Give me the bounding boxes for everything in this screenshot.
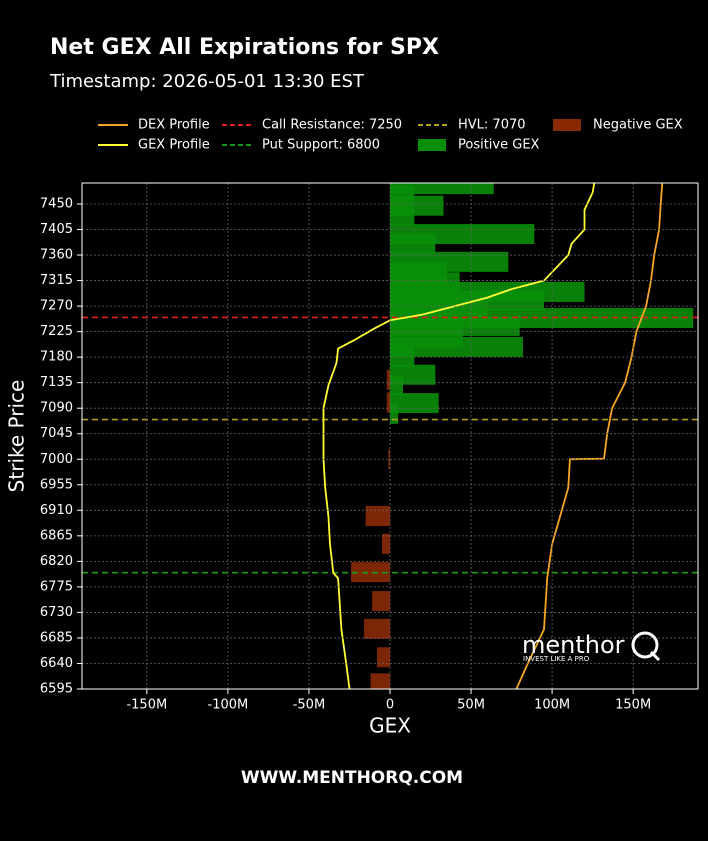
y-tick-label: 6595 — [40, 682, 73, 697]
legend-label: Put Support: 6800 — [262, 138, 380, 153]
chart-title: Net GEX All Expirations for SPX — [50, 35, 439, 60]
y-tick-label: 7135 — [40, 375, 73, 390]
y-tick-label: 7045 — [40, 426, 73, 441]
x-tick-label: 0 — [386, 698, 394, 713]
x-tick-label: 150M — [615, 698, 651, 713]
y-tick-label: 7270 — [40, 299, 73, 314]
legend-label: GEX Profile — [138, 138, 210, 153]
y-tick-label: 6730 — [40, 605, 73, 620]
y-tick-label: 6640 — [40, 656, 73, 671]
footer: WWW.MENTHORQ.COM — [241, 768, 463, 788]
y-tick-label: 7180 — [40, 350, 73, 365]
x-tick-label: -150M — [126, 698, 167, 713]
y-tick-label: 6820 — [40, 554, 73, 569]
logo-icon — [631, 631, 659, 659]
bar — [390, 375, 403, 396]
plot — [82, 183, 698, 689]
y-tick-label: 7000 — [40, 452, 73, 467]
y-tick-label: 6685 — [40, 630, 73, 645]
profile-line — [515, 183, 664, 689]
bar — [381, 533, 390, 554]
x-tick-label: 100M — [534, 698, 570, 713]
bar — [390, 233, 436, 254]
bar — [365, 505, 390, 526]
legend-label: HVL: 7070 — [458, 118, 526, 133]
y-tick-label: 7450 — [40, 196, 73, 211]
y-tick-label: 6955 — [40, 477, 73, 492]
logo-tagline: INVEST LIKE A PRO — [523, 655, 590, 663]
bar — [370, 673, 390, 689]
y-tick-label: 7360 — [40, 248, 73, 263]
bar — [390, 205, 415, 226]
profile-line — [322, 183, 596, 689]
y-tick-label: 7405 — [40, 222, 73, 237]
x-axis-label: GEX — [369, 714, 411, 738]
y-tick-label: 7225 — [40, 324, 73, 339]
logo-icon — [649, 650, 661, 662]
legend-label: Negative GEX — [593, 118, 683, 133]
bar — [377, 647, 390, 668]
y-tick-label: 7090 — [40, 401, 73, 416]
x-tick-label: 50M — [457, 698, 485, 713]
bar — [390, 183, 494, 195]
y-tick-label: 7315 — [40, 273, 73, 288]
x-tick-label: -100M — [208, 698, 249, 713]
legend-swatch — [418, 139, 446, 151]
legend-label: Positive GEX — [458, 138, 540, 153]
y-tick-label: 6865 — [40, 528, 73, 543]
bar — [386, 369, 390, 390]
bar — [351, 562, 390, 583]
y-tick-label: 6775 — [40, 579, 73, 594]
y-axis-label: Strike Price — [5, 380, 29, 493]
bar — [386, 392, 390, 413]
legend-label: DEX Profile — [138, 118, 210, 133]
legend-label: Call Resistance: 7250 — [262, 118, 402, 133]
chart-subtitle: Timestamp: 2026-05-01 13:30 EST — [49, 71, 365, 92]
bar — [390, 336, 523, 357]
bar — [390, 403, 399, 424]
y-tick-label: 6910 — [40, 503, 73, 518]
bar — [372, 591, 390, 612]
bar — [388, 449, 390, 470]
logo: menthor — [522, 631, 625, 659]
bar — [364, 618, 390, 639]
legend-swatch — [553, 119, 581, 131]
x-tick-label: -50M — [293, 698, 325, 713]
plot-frame — [81, 182, 699, 690]
